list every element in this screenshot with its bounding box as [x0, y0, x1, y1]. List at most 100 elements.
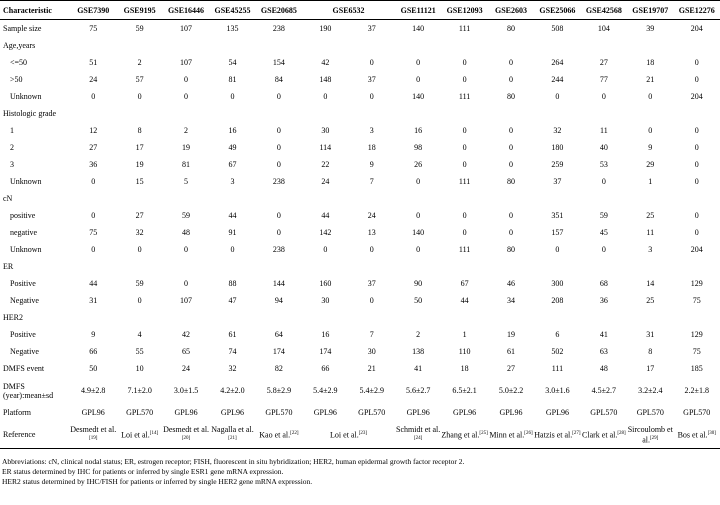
- cell: 0: [462, 211, 467, 220]
- cell: 55: [135, 347, 144, 356]
- cell: 42: [182, 330, 191, 339]
- cell: 24: [182, 364, 191, 373]
- cell: 107: [180, 296, 193, 305]
- cell: 80: [507, 24, 515, 33]
- cell: 29: [646, 160, 655, 169]
- reference-cell: Schmidt et al.[24]: [394, 421, 442, 449]
- cell: 0: [137, 296, 142, 305]
- reference-number: [27]: [572, 431, 581, 437]
- cell: 84: [274, 75, 283, 84]
- cell: 77: [599, 75, 608, 84]
- cell: 0: [601, 177, 606, 186]
- cell: 6: [555, 330, 560, 339]
- cell: 0: [369, 245, 374, 254]
- row-label: <=50: [10, 58, 28, 67]
- section-label: ER: [3, 262, 14, 271]
- row-label: Unknown: [10, 245, 42, 254]
- cell: GPL96: [313, 408, 337, 417]
- cell: 54: [228, 58, 237, 67]
- cell: 75: [89, 228, 98, 237]
- cell: 19: [507, 330, 515, 339]
- cell: 0: [230, 245, 235, 254]
- cell: 59: [135, 24, 144, 33]
- reference-name: Zhang et al.: [441, 430, 480, 440]
- cell: 140: [412, 228, 425, 237]
- cell: 0: [509, 75, 513, 84]
- row-label: 1: [10, 126, 14, 135]
- cell: 174: [272, 347, 285, 356]
- table-row: negative 75 32 48 91 0 142 13 140 0 0 157 45 11 0: [0, 224, 720, 241]
- reference-number: [23]: [358, 431, 368, 437]
- reference-cell: Hatzis et al.[27]: [534, 421, 581, 449]
- cell: 65: [182, 347, 191, 356]
- table-row: Unknown 0 15 5 3 238 24 7 0 111 80 37 0 1 0: [0, 173, 720, 190]
- table-row: >50 24 57 0 81 84 148 37 0 0 0 244 77 21 0: [0, 71, 720, 88]
- cell: 22: [321, 160, 330, 169]
- cell: 0: [509, 58, 513, 67]
- cell: 42: [321, 58, 330, 67]
- cell: 0: [648, 92, 653, 101]
- cell: GPL570: [265, 408, 293, 417]
- cell: 27: [599, 58, 608, 67]
- cell: 140: [412, 92, 425, 101]
- reference-name: Clark et al.: [582, 430, 618, 440]
- reference-number: [22]: [290, 431, 299, 437]
- table-row: Sample size 75 59 107 135 238 190 37 140 111 80 508…: [0, 20, 720, 38]
- cell: 63: [599, 347, 608, 356]
- cell: 30: [367, 347, 376, 356]
- cell: 502: [551, 347, 564, 356]
- header-row: Characteristic GSE7390 GSE9195 GSE16446 GSE4…: [0, 0, 720, 20]
- cell: 154: [272, 58, 285, 67]
- cell: 104: [597, 24, 610, 33]
- column-header: GSE2603: [487, 0, 535, 20]
- reference-cell: Zhang et al.[25]: [441, 421, 488, 449]
- footnotes: Abbreviations: cN, clinical nodal status…: [0, 457, 720, 487]
- section-row: HER2: [0, 309, 720, 326]
- cell: 300: [551, 279, 564, 288]
- table-row: <=50 51 2 107 54 154 42 0 0 0 0 264 27 18 0: [0, 54, 720, 71]
- row-label: Reference: [0, 421, 70, 449]
- cell: 30: [321, 126, 330, 135]
- cell: GPL570: [358, 408, 386, 417]
- cell: 15: [135, 177, 144, 186]
- cell: 0: [509, 228, 513, 237]
- cell: 185: [690, 364, 703, 373]
- cell: 14: [646, 279, 655, 288]
- cell: 37: [367, 24, 376, 33]
- cell: GPL96: [81, 408, 105, 417]
- table-row: Unknown 0 0 0 0 0 0 0 140 111 80 0 0 0 204: [0, 88, 720, 105]
- cell: 180: [551, 143, 564, 152]
- cell: 238: [272, 245, 285, 254]
- reference-number: [19]: [89, 435, 98, 441]
- cell: 3: [648, 245, 653, 254]
- cell: GPL96: [499, 408, 523, 417]
- cell: 3.2±2.4: [638, 386, 663, 395]
- reference-cell: Loi et al.[23]: [302, 421, 395, 449]
- reference-cell: Bos et al.[30]: [673, 421, 720, 449]
- row-label: 2: [10, 143, 14, 152]
- cell: 31: [89, 296, 98, 305]
- cell: 148: [319, 75, 332, 84]
- cell: 0: [369, 92, 374, 101]
- row-label: 3: [10, 160, 14, 169]
- cell: 27: [135, 211, 144, 220]
- cell: 59: [599, 211, 608, 220]
- reference-cell: Minn et al.[26]: [487, 421, 535, 449]
- cell: 0: [462, 160, 467, 169]
- section-label: cN: [3, 194, 13, 203]
- cell: 204: [690, 24, 703, 33]
- reference-number: [29]: [649, 435, 659, 441]
- cell: 0: [416, 211, 421, 220]
- cell: 80: [507, 92, 515, 101]
- column-header: GSE11121: [394, 0, 442, 20]
- cell: 51: [89, 58, 98, 67]
- reference-number: [28]: [617, 431, 626, 437]
- cell: 80: [507, 177, 515, 186]
- reference-name: Minn et al.: [489, 430, 525, 440]
- cell: 2.2±1.8: [684, 386, 709, 395]
- cell: 88: [228, 279, 237, 288]
- reference-name: Hatzis et al.: [534, 430, 573, 440]
- cell: 24: [321, 177, 330, 186]
- cell: 0: [416, 75, 421, 84]
- cell: 0: [276, 211, 281, 220]
